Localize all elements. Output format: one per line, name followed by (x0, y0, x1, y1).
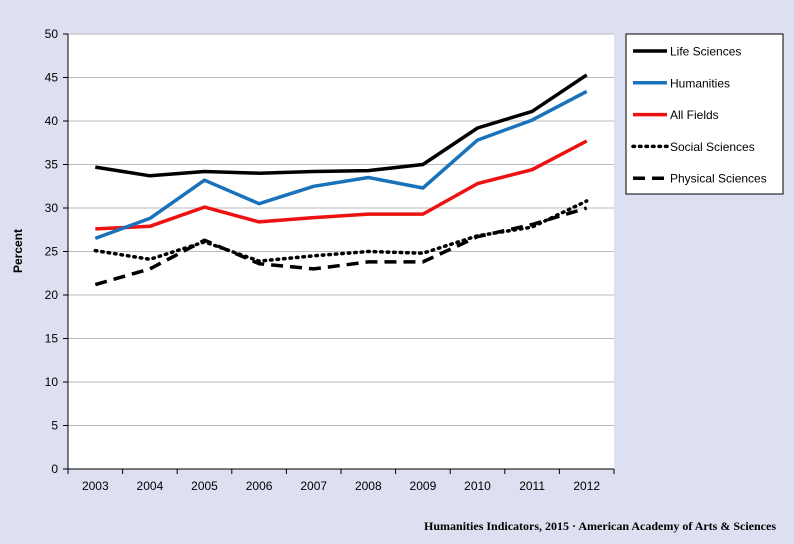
y-tick-label: 40 (45, 114, 59, 128)
series-line-physical-sciences (94, 206, 588, 287)
y-tick-labels: 0 5 10 15 20 25 30 35 40 45 50 (45, 27, 59, 476)
y-tick-label: 15 (45, 332, 59, 346)
x-tick-label: 2011 (519, 479, 545, 493)
y-axis-title: Percent (11, 229, 25, 273)
x-tick-label: 2003 (82, 479, 109, 493)
y-tick-label: 45 (45, 71, 59, 85)
x-tick-label: 2006 (246, 479, 273, 493)
legend: Life Sciences Humanities All Fields Social … (625, 33, 784, 195)
series-line-social-sciences (93, 199, 589, 263)
legend-label: All Fields (670, 108, 719, 122)
x-tick-label: 2008 (355, 479, 382, 493)
y-tick-label: 30 (45, 201, 59, 215)
source-caption: Humanities Indicators, 2015 · American A… (424, 519, 776, 533)
y-tick-label: 10 (45, 375, 59, 389)
axes (63, 33, 615, 474)
series-line-all-fields (95, 139, 588, 231)
y-tick-label: 35 (45, 158, 59, 172)
x-tick-label: 2007 (300, 479, 327, 493)
x-tick-label: 2005 (191, 479, 218, 493)
legend-label: Physical Sciences (670, 172, 767, 186)
x-tick-label: 2012 (573, 479, 600, 493)
x-tick-labels: 2003 2004 2005 2006 2007 2008 2009 2010 2011 2012 (82, 479, 600, 493)
x-tick-label: 2010 (464, 479, 491, 493)
y-tick-label: 50 (45, 27, 59, 41)
legend-label: Social Sciences (670, 140, 755, 154)
x-tick-label: 2004 (137, 479, 164, 493)
y-tick-label: 25 (45, 245, 59, 259)
series-line-humanities (94, 89, 588, 241)
series-lines (93, 73, 589, 287)
y-tick-label: 5 (51, 419, 58, 433)
legend-label: Humanities (670, 76, 730, 90)
legend-box (625, 33, 784, 195)
x-tick-label: 2009 (410, 479, 437, 493)
y-tick-label: 20 (45, 288, 59, 302)
y-tick-label: 0 (51, 462, 58, 476)
legend-label: Life Sciences (670, 45, 741, 59)
series-line-life-sciences (95, 73, 588, 178)
gridlines (68, 33, 614, 426)
